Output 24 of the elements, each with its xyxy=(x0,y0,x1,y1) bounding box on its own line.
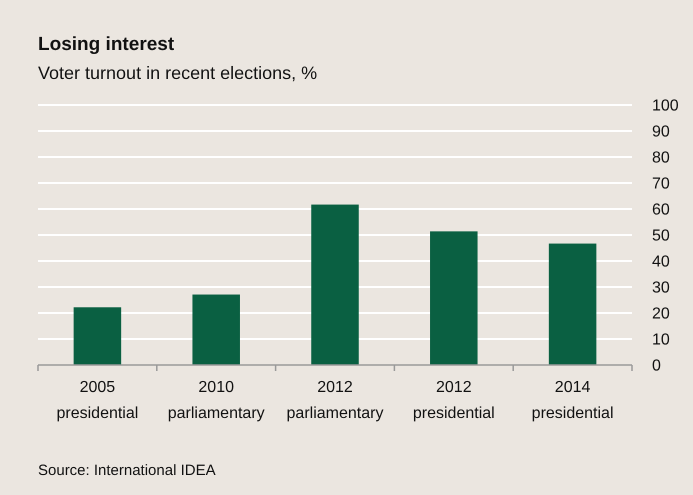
y-tick-label: 90 xyxy=(652,124,670,141)
y-tick-label: 40 xyxy=(652,254,670,271)
bar xyxy=(548,244,596,365)
bar xyxy=(430,231,478,365)
x-tick-label: 2012 parliamentary xyxy=(286,379,384,422)
x-tick-label: 2005 presidential xyxy=(56,379,138,422)
x-tick-label: 2014 presidential xyxy=(532,379,614,422)
y-tick-label: 80 xyxy=(652,150,670,167)
y-tick-label: 60 xyxy=(652,202,670,219)
bar xyxy=(311,204,359,365)
y-tick-label: 10 xyxy=(652,332,670,349)
y-tick-label: 100 xyxy=(652,98,679,115)
y-tick-label: 70 xyxy=(652,176,670,193)
y-tick-label: 50 xyxy=(652,228,670,245)
y-tick-label: 30 xyxy=(652,280,670,297)
chart-title: Losing interest xyxy=(38,34,175,55)
y-tick-label: 0 xyxy=(652,358,661,375)
bar xyxy=(74,307,122,365)
x-tick-label: 2012 presidential xyxy=(412,379,495,422)
bar xyxy=(192,294,240,365)
x-tick-label: 2010 parliamentary xyxy=(168,379,265,422)
chart-subtitle: Voter turnout in recent elections, % xyxy=(38,63,318,83)
source-note: Source: International IDEA xyxy=(38,462,216,479)
y-tick-label: 20 xyxy=(652,306,670,323)
